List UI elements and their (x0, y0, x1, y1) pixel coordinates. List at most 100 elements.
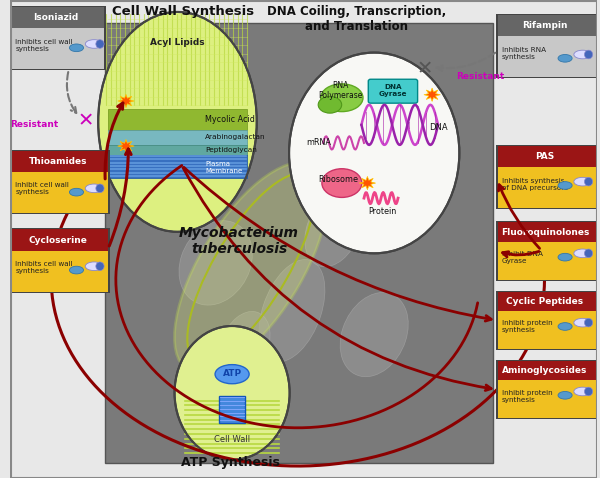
FancyBboxPatch shape (497, 15, 596, 36)
Ellipse shape (85, 40, 103, 48)
Ellipse shape (215, 365, 249, 384)
FancyBboxPatch shape (497, 292, 596, 311)
Ellipse shape (574, 177, 592, 186)
FancyBboxPatch shape (497, 361, 596, 380)
Ellipse shape (259, 260, 325, 362)
Polygon shape (359, 176, 376, 190)
Text: Inhibits cell wall
synthesis: Inhibits cell wall synthesis (16, 261, 73, 274)
Ellipse shape (175, 326, 290, 460)
FancyBboxPatch shape (497, 311, 596, 349)
Polygon shape (424, 88, 440, 101)
Text: Protein: Protein (368, 206, 397, 216)
Ellipse shape (558, 253, 572, 261)
Ellipse shape (175, 162, 328, 373)
FancyBboxPatch shape (108, 155, 247, 178)
FancyBboxPatch shape (496, 360, 598, 419)
Ellipse shape (584, 249, 593, 258)
FancyBboxPatch shape (108, 130, 247, 144)
Ellipse shape (584, 318, 593, 327)
Text: PAS: PAS (535, 152, 554, 161)
Ellipse shape (96, 262, 104, 271)
FancyBboxPatch shape (496, 145, 598, 209)
Ellipse shape (70, 44, 83, 52)
Text: ATP Synthesis: ATP Synthesis (181, 456, 280, 469)
Ellipse shape (305, 192, 361, 267)
Text: Mycobacterium
tuberculosis: Mycobacterium tuberculosis (179, 226, 299, 257)
FancyBboxPatch shape (105, 23, 493, 463)
Ellipse shape (85, 184, 103, 193)
Text: Peptidoglycan: Peptidoglycan (205, 147, 257, 153)
Ellipse shape (574, 249, 592, 258)
FancyBboxPatch shape (108, 109, 247, 130)
Polygon shape (118, 94, 134, 108)
FancyBboxPatch shape (108, 144, 247, 155)
Text: Resistant: Resistant (457, 72, 505, 81)
Text: Cell Wall Synthesis: Cell Wall Synthesis (112, 5, 254, 18)
Ellipse shape (340, 293, 408, 377)
FancyBboxPatch shape (10, 228, 110, 293)
Text: Fluoroquinolones: Fluoroquinolones (501, 228, 589, 237)
Text: Cycloserine: Cycloserine (28, 236, 87, 245)
Ellipse shape (220, 312, 270, 377)
FancyBboxPatch shape (11, 151, 108, 172)
Ellipse shape (574, 318, 592, 327)
Ellipse shape (558, 182, 572, 189)
Ellipse shape (574, 50, 592, 59)
FancyBboxPatch shape (496, 221, 598, 281)
Text: Arabinogalactan: Arabinogalactan (205, 134, 266, 141)
Text: ✕: ✕ (416, 60, 433, 79)
FancyBboxPatch shape (497, 36, 596, 77)
Text: Cyclic Peptides: Cyclic Peptides (506, 297, 583, 306)
Ellipse shape (70, 266, 83, 274)
Text: DNA Coiling, Transcription,
and Translation: DNA Coiling, Transcription, and Translat… (267, 5, 446, 33)
Text: Acyl Lipids: Acyl Lipids (150, 38, 205, 47)
FancyBboxPatch shape (11, 7, 104, 28)
FancyBboxPatch shape (497, 380, 596, 418)
Polygon shape (118, 140, 134, 153)
Text: ✕: ✕ (77, 111, 94, 130)
Text: DNA
Gyrase: DNA Gyrase (379, 84, 407, 97)
Ellipse shape (558, 54, 572, 62)
Ellipse shape (574, 387, 592, 396)
FancyBboxPatch shape (219, 396, 245, 423)
Ellipse shape (85, 262, 103, 271)
FancyBboxPatch shape (496, 14, 598, 78)
Text: RNA
Polymerase: RNA Polymerase (318, 81, 362, 100)
Text: Thioamides: Thioamides (29, 157, 87, 166)
Ellipse shape (321, 84, 363, 112)
Ellipse shape (322, 169, 362, 197)
Ellipse shape (70, 188, 83, 196)
Text: mRNA: mRNA (307, 139, 331, 147)
Text: Mycolic Acid: Mycolic Acid (205, 115, 255, 124)
Text: Cell Wall: Cell Wall (214, 435, 250, 444)
FancyBboxPatch shape (497, 242, 596, 280)
Text: Ribosome: Ribosome (319, 174, 358, 184)
Text: Resistant: Resistant (10, 120, 58, 129)
Text: Rifampin: Rifampin (522, 22, 568, 31)
Text: Inhibit protein
synthesis: Inhibit protein synthesis (502, 390, 552, 403)
FancyBboxPatch shape (11, 229, 108, 250)
FancyBboxPatch shape (497, 167, 596, 208)
Text: ATP: ATP (223, 369, 242, 378)
Ellipse shape (289, 53, 460, 253)
FancyBboxPatch shape (11, 250, 108, 292)
Text: Inhibits RNA
synthesis: Inhibits RNA synthesis (502, 47, 546, 60)
Text: Inhibits synthesis
of DNA precursors: Inhibits synthesis of DNA precursors (502, 178, 568, 191)
Text: Inhibit DNA
Gyrase: Inhibit DNA Gyrase (502, 251, 542, 264)
FancyBboxPatch shape (496, 291, 598, 350)
Ellipse shape (96, 40, 104, 48)
Ellipse shape (98, 12, 257, 232)
Text: Inhibit protein
synthesis: Inhibit protein synthesis (502, 320, 552, 334)
Text: DNA: DNA (429, 123, 448, 132)
Ellipse shape (558, 323, 572, 330)
Ellipse shape (96, 184, 104, 193)
FancyBboxPatch shape (11, 172, 108, 213)
Text: Inhibits cell wall
synthesis: Inhibits cell wall synthesis (16, 39, 73, 52)
FancyBboxPatch shape (10, 150, 110, 214)
FancyBboxPatch shape (368, 79, 418, 103)
Text: Plasma
Membrane: Plasma Membrane (205, 161, 242, 174)
FancyBboxPatch shape (11, 28, 104, 69)
Text: Aminoglycosides: Aminoglycosides (502, 366, 587, 375)
FancyBboxPatch shape (497, 146, 596, 167)
Ellipse shape (584, 387, 593, 396)
